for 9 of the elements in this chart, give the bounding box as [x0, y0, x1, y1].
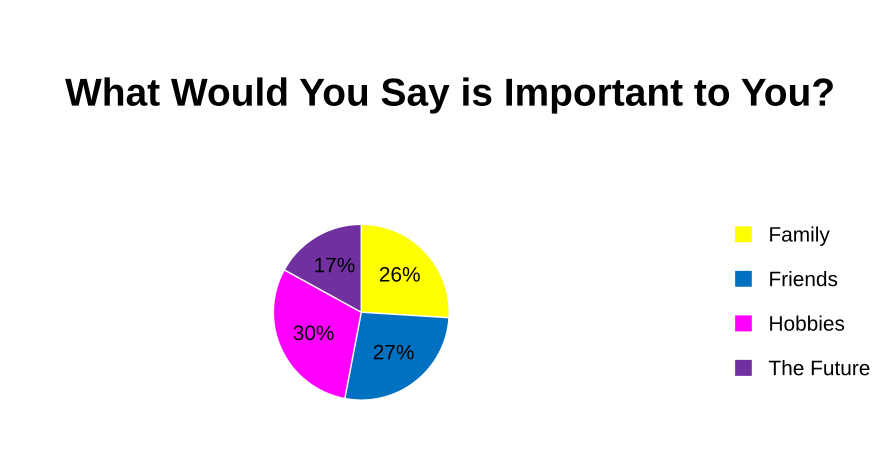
data-label: 30%: [293, 326, 334, 340]
legend-label: Family: [770, 226, 830, 246]
data-label: 26%: [380, 266, 420, 282]
legend-label: Friends: [770, 270, 838, 286]
chart-title: What Would You Say is Important to You?: [65, 77, 833, 114]
legend-label: The Future: [768, 360, 870, 376]
data-label: 17%: [315, 258, 355, 272]
data-label: 27%: [374, 344, 414, 360]
legend-label: Hobbies: [770, 316, 844, 331]
